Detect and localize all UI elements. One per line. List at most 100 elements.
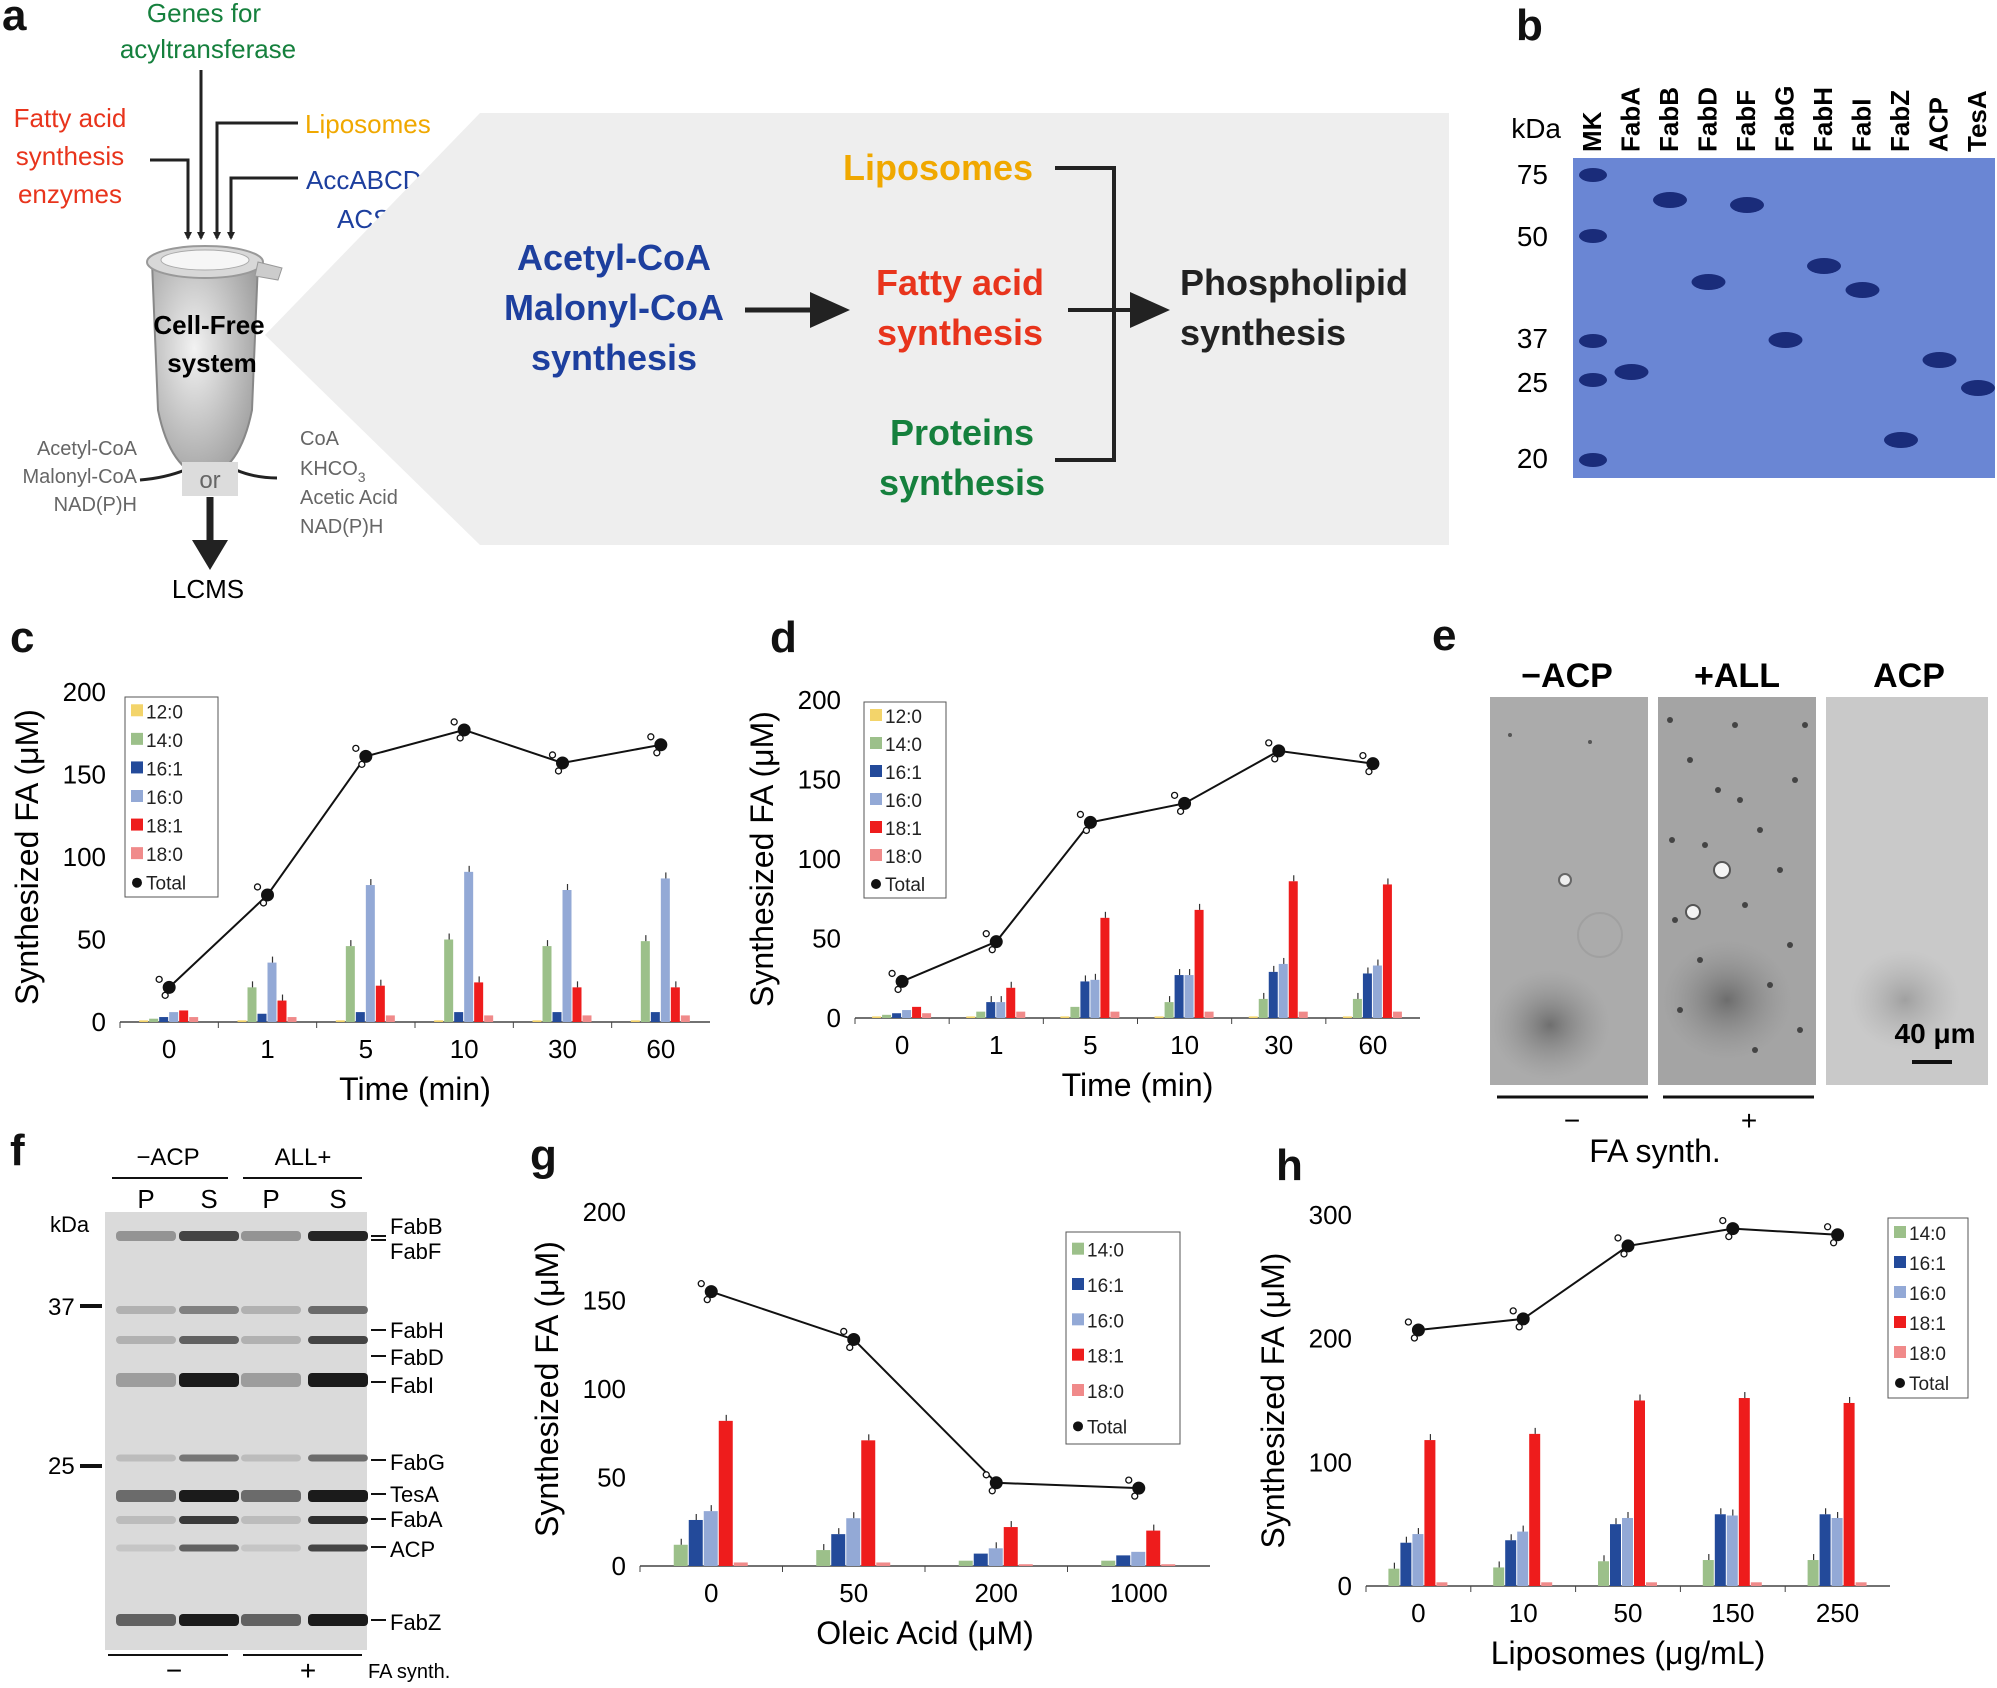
lane-label: FabD	[1693, 87, 1723, 152]
band-label: FabF	[390, 1239, 441, 1264]
bar	[1831, 1517, 1843, 1586]
panel-label-c: c	[10, 613, 34, 662]
f-marker-37: 37	[48, 1294, 75, 1321]
x-tick-label: 10	[1509, 1598, 1538, 1628]
bar	[562, 890, 572, 1022]
bar	[365, 885, 375, 1022]
legend-swatch	[870, 709, 882, 721]
x-tick-label: 200	[975, 1578, 1018, 1608]
bar	[1116, 1555, 1131, 1566]
bar	[912, 1006, 922, 1018]
x-tick-label: 1000	[1110, 1578, 1168, 1608]
chart-d: 0 50 100 150 200 0 1 5 10 30 60 Time (min) Synthesiz…	[744, 685, 1420, 1103]
bar	[922, 1013, 932, 1018]
gel-band	[116, 1516, 176, 1524]
panel-d: d 0 50 100 150 200 0 1 5 10 30 60 Time (min) Synthes…	[744, 613, 1420, 1103]
legend-swatch	[1894, 1256, 1906, 1268]
box-fa-label-1: Fatty acid	[876, 262, 1044, 303]
vesicle	[1802, 722, 1808, 728]
bar	[484, 1015, 494, 1022]
gel-band	[308, 1373, 368, 1387]
lcms-label: LCMS	[172, 574, 244, 604]
bar	[582, 1015, 592, 1022]
box-proteins-label-2: synthesis	[879, 462, 1045, 503]
replicate-point	[1170, 791, 1179, 799]
bar	[139, 1020, 149, 1022]
sub-left-3: NAD(P)H	[54, 494, 137, 516]
total-line	[168, 728, 662, 989]
sub-right-3: Acetic Acid	[300, 487, 398, 509]
bar	[454, 1012, 464, 1022]
bar	[1248, 1016, 1258, 1018]
bar	[1807, 1560, 1819, 1586]
legend-swatch	[1072, 1242, 1084, 1255]
total-point	[989, 1476, 1003, 1490]
bar	[1278, 963, 1288, 1018]
down-arrow-icon	[192, 540, 228, 570]
gel-band	[116, 1454, 176, 1462]
liposomes-label: Liposomes	[305, 109, 431, 139]
vesicle	[1702, 842, 1708, 848]
bar	[1204, 1011, 1214, 1018]
replicate-point	[155, 975, 163, 983]
lane-label: FabA	[1616, 87, 1646, 152]
legend-swatch	[870, 793, 882, 805]
vesicle	[1787, 942, 1793, 948]
x-tick-label: 10	[1170, 1030, 1199, 1060]
gel-band	[116, 1306, 176, 1314]
lane-label: FabZ	[1885, 90, 1915, 152]
legend-label: 12:0	[885, 707, 922, 728]
genes-label-1: Genes for	[147, 0, 262, 28]
arrow-right-icon	[1130, 292, 1170, 328]
legend-swatch	[1894, 1286, 1906, 1298]
gel-band	[308, 1231, 368, 1241]
micrograph-all	[1658, 697, 1816, 1085]
bar	[816, 1550, 831, 1566]
legend-label: 18:0	[1087, 1382, 1124, 1403]
cellfree-label-1: Cell-Free	[153, 310, 264, 340]
total-point	[989, 935, 1003, 949]
lane-label: ACP	[1924, 97, 1954, 152]
legend-swatch	[132, 877, 142, 888]
gel-band	[241, 1614, 301, 1626]
bar	[237, 1020, 247, 1022]
y-tick-label: 150	[798, 765, 841, 795]
bar	[882, 1014, 892, 1018]
total-point	[162, 980, 176, 994]
legend-swatch	[1072, 1278, 1084, 1290]
bar	[1529, 1433, 1541, 1586]
marker-50: 50	[1517, 221, 1548, 252]
marker-band	[1579, 168, 1607, 182]
total-point	[1366, 757, 1380, 771]
or-box	[182, 462, 238, 496]
legend-label: Total	[1909, 1374, 1949, 1395]
cellfree-label-2: system	[167, 348, 257, 378]
legend-label: Total	[1087, 1417, 1127, 1438]
sub-right-2: KHCO3	[300, 458, 366, 485]
y-tick-label: 200	[583, 1197, 626, 1227]
bar	[169, 1012, 179, 1022]
legend-swatch	[1072, 1313, 1084, 1326]
legend-label: 18:1	[146, 817, 183, 838]
replicate-point	[450, 718, 458, 726]
bar	[976, 1011, 986, 1018]
bar	[1750, 1582, 1762, 1586]
vesicle	[1672, 917, 1678, 923]
panel-label-f: f	[10, 1126, 25, 1175]
bar	[640, 941, 650, 1022]
y-tick-label: 50	[77, 925, 106, 955]
legend-label: 14:0	[885, 735, 922, 756]
gel-band	[308, 1544, 368, 1552]
legend-label: 18:0	[146, 845, 183, 866]
bar	[572, 987, 582, 1022]
bar	[966, 1016, 976, 1018]
legend-label: 18:1	[1087, 1347, 1124, 1368]
replicate-point	[647, 733, 655, 741]
bar	[892, 1013, 902, 1018]
bar	[1412, 1534, 1424, 1586]
legend-label: 16:0	[1909, 1284, 1946, 1305]
x-tick-label: 0	[1411, 1598, 1425, 1628]
bar	[247, 987, 257, 1022]
legend-label: 16:0	[885, 791, 922, 812]
